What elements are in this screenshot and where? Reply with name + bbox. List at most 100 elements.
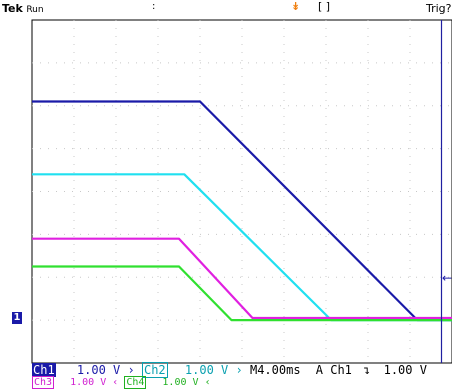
grid-dot (325, 180, 327, 181)
grid-dot (157, 84, 159, 85)
grid-dot (288, 148, 289, 150)
grid-dot (64, 191, 65, 192)
grid-dot (56, 148, 57, 150)
grid-dot (120, 191, 121, 192)
grid-dot (304, 62, 305, 64)
grid-dot (157, 28, 159, 29)
grid-dot (157, 188, 159, 189)
grid-dot (367, 348, 369, 349)
grid-dot (73, 260, 75, 261)
grid-dot (325, 244, 327, 245)
grid-dot (184, 191, 185, 192)
grid-dot (325, 156, 327, 157)
grid-dot (104, 191, 105, 192)
grid-dot (157, 268, 159, 269)
grid-dot (232, 191, 233, 192)
grid-dot (432, 233, 433, 235)
grid-dot (312, 276, 313, 278)
grid-dot (283, 236, 285, 237)
grid-dot (120, 105, 121, 107)
grid-dot (367, 20, 369, 21)
grid-dot (199, 172, 201, 173)
grid-dot (152, 148, 153, 150)
grid-dot (199, 316, 201, 317)
grid-dot (199, 332, 201, 333)
grid-dot (416, 191, 417, 192)
grid-dot (160, 148, 161, 150)
grid-dot (283, 156, 285, 157)
grid-dot (283, 172, 285, 173)
grid-dot (73, 300, 75, 301)
grid-dot (73, 28, 75, 29)
grid-dot (283, 220, 285, 221)
grid-dot (408, 62, 409, 64)
grid-dot (157, 340, 159, 341)
grid-dot (400, 105, 401, 107)
grid-dot (56, 105, 57, 107)
grid-dot (64, 62, 65, 64)
grid-dot (440, 276, 441, 278)
grid-dot (448, 105, 449, 107)
grid-dot (144, 233, 145, 235)
grid-dot (56, 276, 57, 278)
header-brand-run: Tek Run (2, 2, 44, 17)
grid-dot (241, 20, 243, 21)
grid-dot (199, 28, 201, 29)
grid-dot (384, 105, 385, 107)
grid-dot (72, 276, 73, 278)
grid-dot (73, 284, 75, 285)
grid-dot (280, 276, 281, 278)
grid-dot (367, 204, 369, 205)
grid-dot (157, 348, 159, 349)
grid-dot (367, 92, 369, 93)
grid-dot (256, 276, 257, 278)
grid-dot (96, 62, 97, 64)
grid-dot (283, 92, 285, 93)
grid-dot (115, 292, 117, 293)
grid-dot (241, 36, 243, 37)
grid-dot (73, 60, 75, 61)
grid-dot (32, 319, 33, 321)
grid-dot (448, 191, 449, 192)
grid-dot (384, 62, 385, 64)
grid-dot (241, 172, 243, 173)
grid-dot (80, 276, 81, 278)
grid-dot (208, 62, 209, 64)
grid-dot (168, 276, 169, 278)
grid-dot (409, 28, 411, 29)
grid-dot (200, 276, 201, 278)
grid-dot (312, 148, 313, 150)
grid-dot (157, 332, 159, 333)
grid-dot (336, 105, 337, 107)
grid-dot (409, 268, 411, 269)
grid-dot (241, 140, 243, 141)
grid-dot (424, 276, 425, 278)
ch1-label: Ch1 (32, 363, 56, 377)
grid-dot (325, 132, 327, 133)
ch3-scale: 1.00 V (70, 377, 107, 388)
grid-dot (344, 276, 345, 278)
grid-dot (264, 191, 265, 192)
grid-dot (344, 148, 345, 150)
grid-dot (144, 319, 145, 321)
grid-dot (115, 300, 117, 301)
grid-dot (232, 105, 233, 107)
grid-dot (283, 244, 285, 245)
grid-dot (96, 191, 97, 192)
grid-dot (312, 233, 313, 235)
grid-dot (325, 220, 327, 221)
grid-dot (80, 319, 81, 321)
grid-dot (72, 191, 73, 192)
grid-dot (199, 236, 201, 237)
grid-dot (128, 148, 129, 150)
grid-dot (409, 20, 411, 21)
grid-dot (184, 148, 185, 150)
trigger-position-icon: ↡ (291, 0, 301, 13)
grid-dot (115, 140, 117, 141)
grid-dot (241, 28, 243, 29)
grid-dot (199, 268, 201, 269)
grid-dot (352, 148, 353, 150)
grid-dot (199, 116, 201, 117)
grid-dot (325, 28, 327, 29)
grid-dot (115, 332, 117, 333)
